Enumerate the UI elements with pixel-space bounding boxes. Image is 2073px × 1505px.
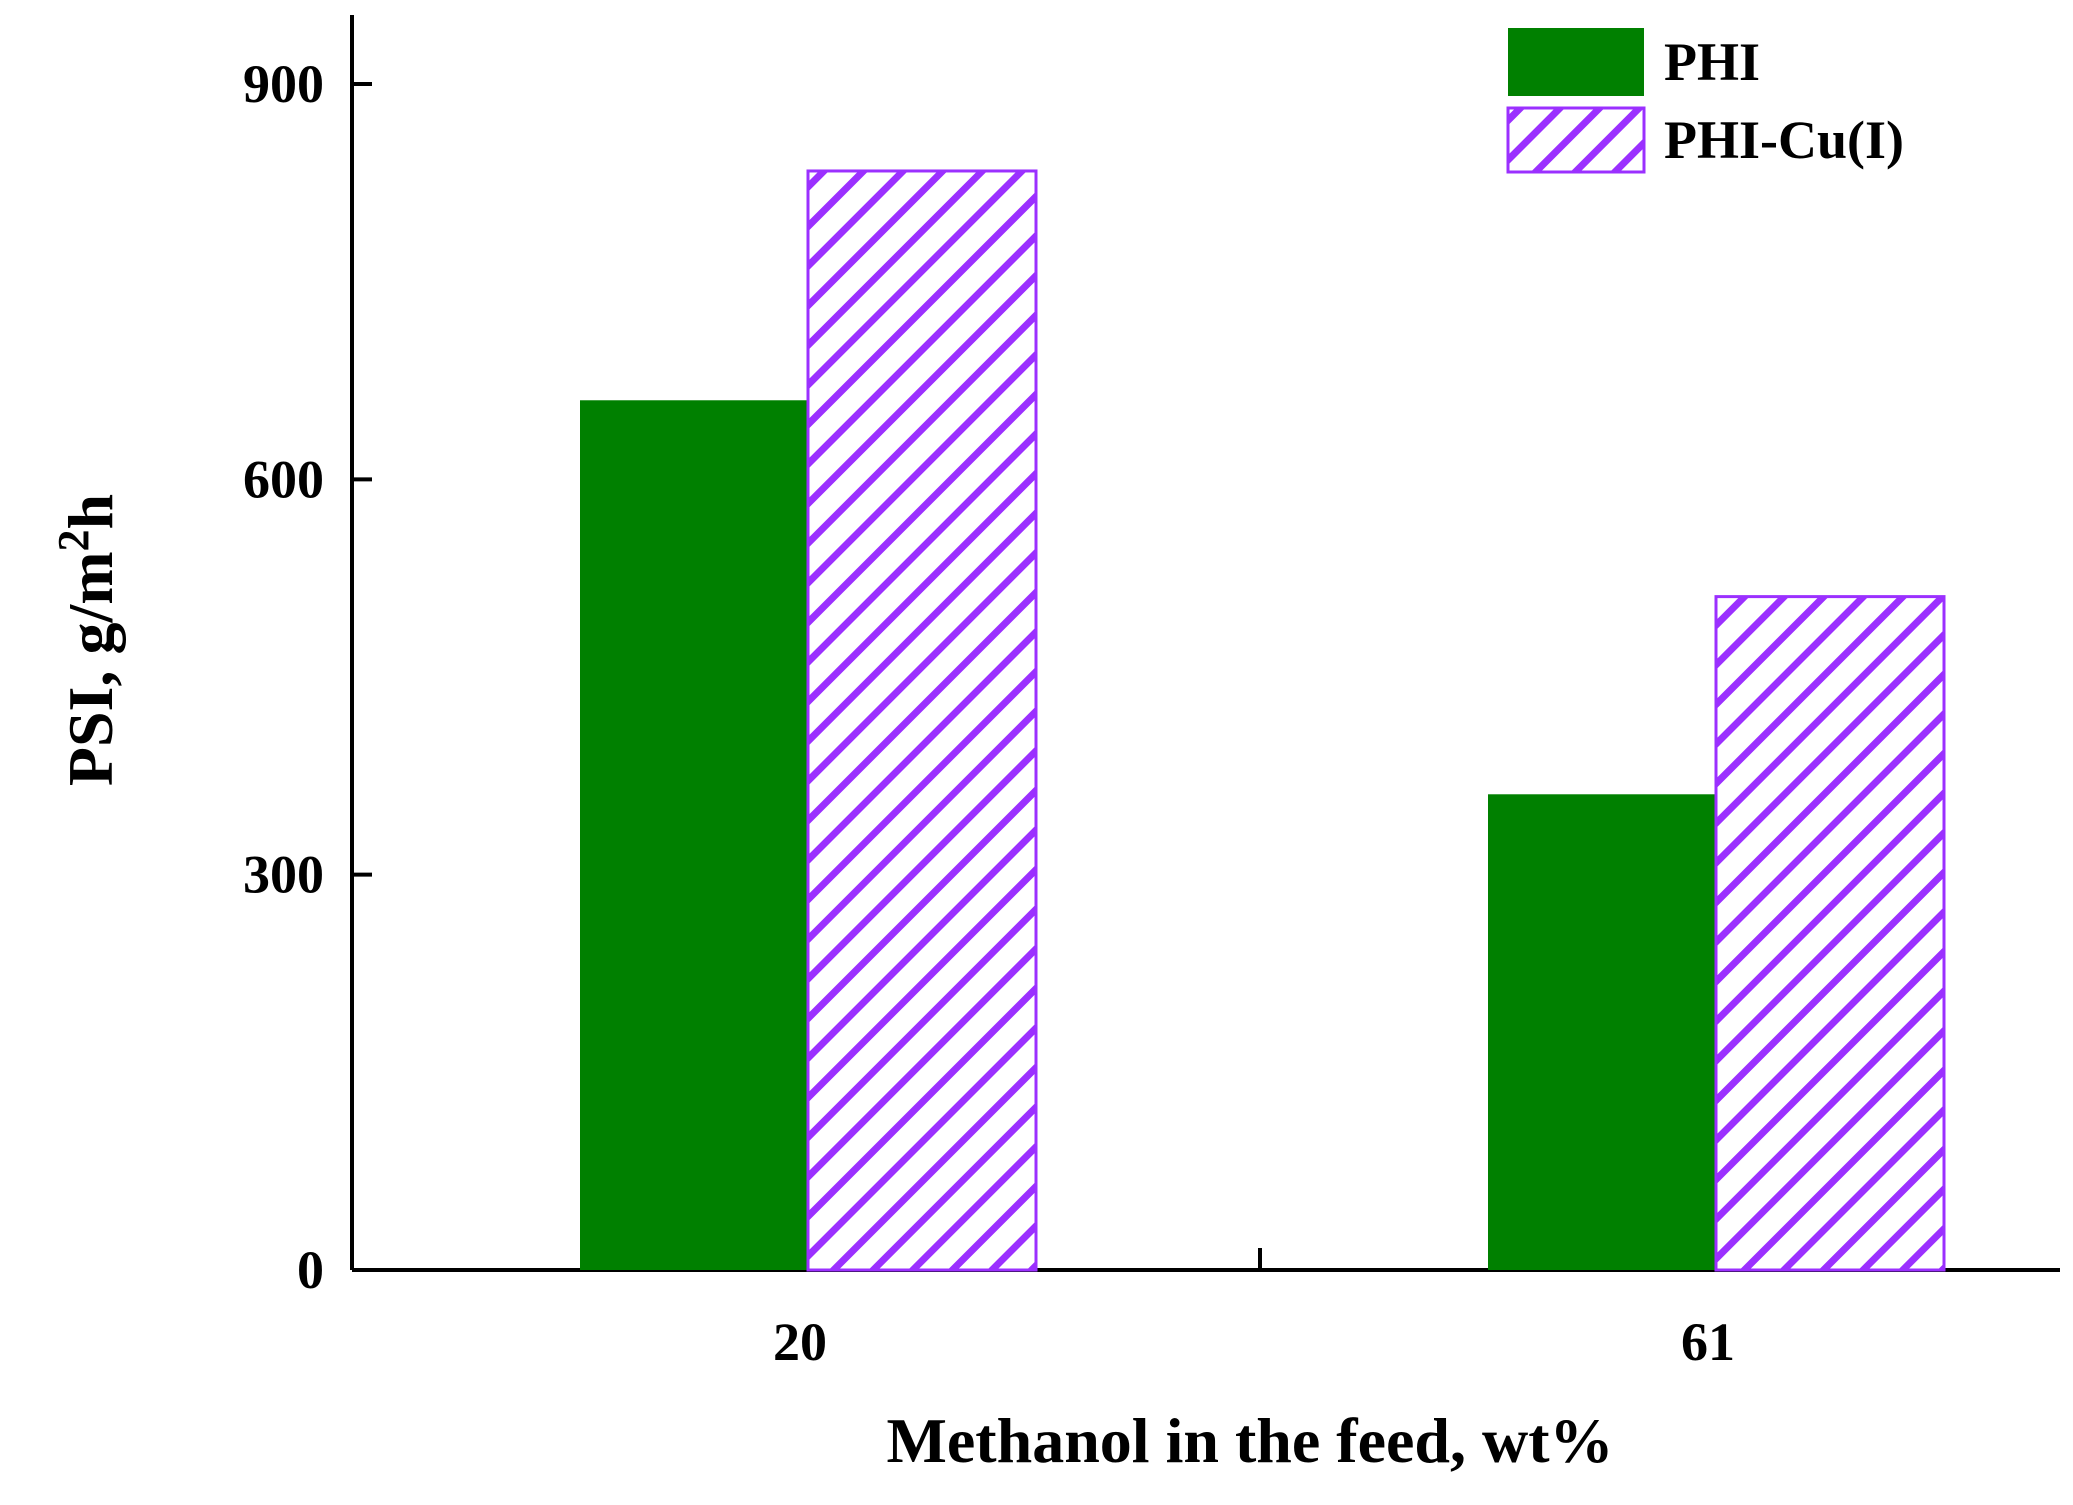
bar-phi-cu-61: [1714, 595, 1946, 1272]
y-axis-title-suffix: h: [55, 494, 126, 530]
y-tick-label: 900: [243, 54, 324, 114]
y-axis-title-main: PSI, g/m: [55, 551, 126, 786]
x-axis-title: Methanol in the feed, wt%: [886, 1405, 1613, 1476]
y-axis-title: PSI, g/m2h: [49, 494, 126, 786]
y-tick-label: 300: [243, 845, 324, 905]
y-tick-label: 600: [243, 449, 324, 509]
legend: PHI PHI-Cu(I): [1506, 28, 1904, 174]
legend-label-phi: PHI: [1664, 32, 1760, 92]
legend-label-phi-cu: PHI-Cu(I): [1664, 110, 1904, 170]
bar-phi-20: [580, 400, 808, 1270]
legend-swatch-phi: [1508, 28, 1644, 96]
legend-swatch-phi-cu: [1506, 106, 1646, 174]
x-tick-label: 20: [773, 1312, 827, 1372]
bar-phi-cu-20: [806, 169, 1038, 1272]
x-tick-label: 61: [1681, 1312, 1735, 1372]
bar-phi-61: [1488, 794, 1716, 1270]
y-tick-label: 0: [297, 1240, 324, 1300]
y-axis-title-superscript: 2: [49, 529, 98, 551]
